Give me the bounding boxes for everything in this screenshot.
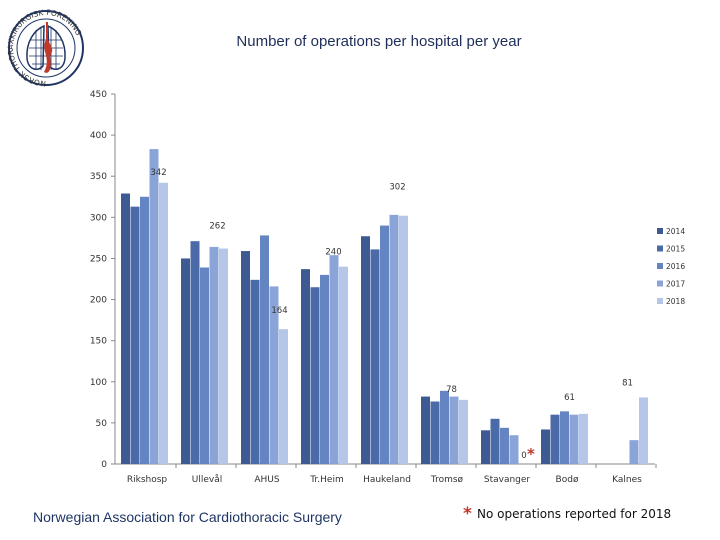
legend-swatch-2018 [657, 298, 663, 304]
bar-2015-Ullevål [190, 241, 200, 464]
legend-swatch-2015 [657, 245, 663, 252]
bar-2014-Stavanger [481, 430, 490, 464]
y-tick-label: 200 [90, 296, 107, 306]
category-label: AHUS [254, 475, 280, 485]
y-tick-label: 0 [101, 460, 107, 470]
bar-2015-Tr.Heim [310, 287, 320, 464]
category-label: Kalnes [612, 475, 642, 485]
bar-2016-Bodø [560, 411, 569, 464]
bar-2015-Rikshosp [130, 206, 140, 464]
legend-label-2015: 2015 [666, 245, 685, 254]
legend-label-2018: 2018 [666, 297, 685, 306]
heart-icon [44, 22, 53, 73]
data-labels: 342 262 164 240 302 78 0 61 81 [150, 168, 633, 461]
bar-2016-Ullevål [200, 267, 209, 464]
bar-2017-Bodø [569, 414, 579, 464]
bar-2018-Tr.Heim [339, 266, 348, 464]
bar-2016-Stavanger [500, 427, 509, 464]
bar-2017-Haukeland [389, 214, 399, 464]
data-label-Tr.Heim: 240 [325, 248, 341, 258]
bar-2015-Tromsø [430, 401, 440, 464]
footnote-text: No operations reported for 2018 [477, 507, 671, 521]
data-label-Kalnes: 81 [622, 378, 633, 388]
chart-title: Number of operations per hospital per ye… [236, 33, 521, 50]
y-tick-label: 300 [90, 213, 107, 223]
bar-2018-AHUS [279, 329, 288, 464]
y-tick-label: 450 [90, 90, 107, 100]
no-data-marker-star: * [527, 445, 535, 463]
bar-2016-Tr.Heim [320, 274, 329, 464]
bar-2018-Rikshosp [159, 182, 168, 465]
bar-2015-AHUS [250, 279, 260, 464]
footnote-star: * [463, 504, 472, 524]
category-label: Haukeland [363, 475, 411, 485]
legend: 2014 2015 2016 2017 2018 [657, 227, 685, 306]
bar-2017-Tromsø [449, 396, 459, 464]
category-label: Tr.Heim [309, 475, 343, 485]
bar-2015-Stavanger [490, 418, 500, 464]
y-tick-label: 150 [90, 337, 107, 347]
legend-swatch-2017 [657, 280, 663, 287]
data-label-Haukeland: 302 [389, 183, 405, 193]
category-label: Rikshosp [127, 475, 168, 485]
bar-2018-Ullevål [219, 248, 228, 464]
data-label-Stavanger: 0 [521, 451, 526, 461]
bar-2018-Bodø [579, 413, 588, 464]
bar-2016-Rikshosp [140, 196, 149, 464]
bar-2018-Kalnes [639, 397, 648, 464]
data-label-Bodø: 61 [564, 393, 575, 403]
bar-2018-Haukeland [399, 215, 408, 464]
bar-2014-AHUS [241, 251, 250, 464]
data-label-Tromsø: 78 [446, 385, 457, 395]
bar-2014-Haukeland [361, 236, 370, 464]
legend-swatch-2014 [657, 228, 663, 234]
data-label-Rikshosp: 342 [150, 168, 166, 178]
legend-swatch-2016 [657, 263, 663, 269]
bar-2014-Tromsø [421, 396, 430, 464]
bar-2014-Rikshosp [121, 193, 130, 464]
bars [121, 149, 648, 465]
bar-2017-Tr.Heim [329, 255, 339, 464]
y-tick-label: 50 [96, 419, 108, 429]
bar-2014-Bodø [541, 429, 550, 464]
bar-2016-Haukeland [380, 225, 389, 464]
category-label: Ullevål [192, 474, 222, 485]
bar-2016-Tromsø [440, 390, 449, 464]
y-tick-label: 250 [90, 254, 107, 264]
y-tick-label: 400 [90, 131, 107, 141]
bar-2018-Tromsø [459, 399, 468, 464]
bar-2017-AHUS [269, 286, 279, 464]
legend-label-2016: 2016 [666, 262, 685, 271]
bar-2017-Rikshosp [149, 149, 159, 465]
bar-2014-Tr.Heim [301, 269, 310, 464]
legend-label-2017: 2017 [666, 280, 685, 289]
bar-2017-Kalnes [629, 440, 639, 464]
bar-2017-Ullevål [209, 246, 219, 464]
bar-2015-Haukeland [370, 249, 380, 464]
bar-2014-Ullevål [181, 258, 190, 464]
organization-name: Norwegian Association for Cardiothoracic… [33, 509, 342, 525]
association-logo: NORSK THORAXKIRURGISK FORENING [6, 8, 84, 88]
data-label-Ullevål: 262 [209, 222, 225, 232]
category-label: Stavanger [484, 475, 531, 485]
data-label-AHUS: 164 [271, 306, 287, 316]
category-label: Bodø [556, 475, 579, 485]
bar-2016-AHUS [260, 235, 269, 464]
legend-label-2014: 2014 [666, 227, 685, 236]
y-tick-label: 350 [90, 172, 107, 182]
category-label: Tromsø [430, 475, 464, 485]
bar-2017-Stavanger [509, 435, 519, 464]
y-tick-label: 100 [90, 378, 107, 388]
bar-2015-Bodø [550, 414, 560, 464]
